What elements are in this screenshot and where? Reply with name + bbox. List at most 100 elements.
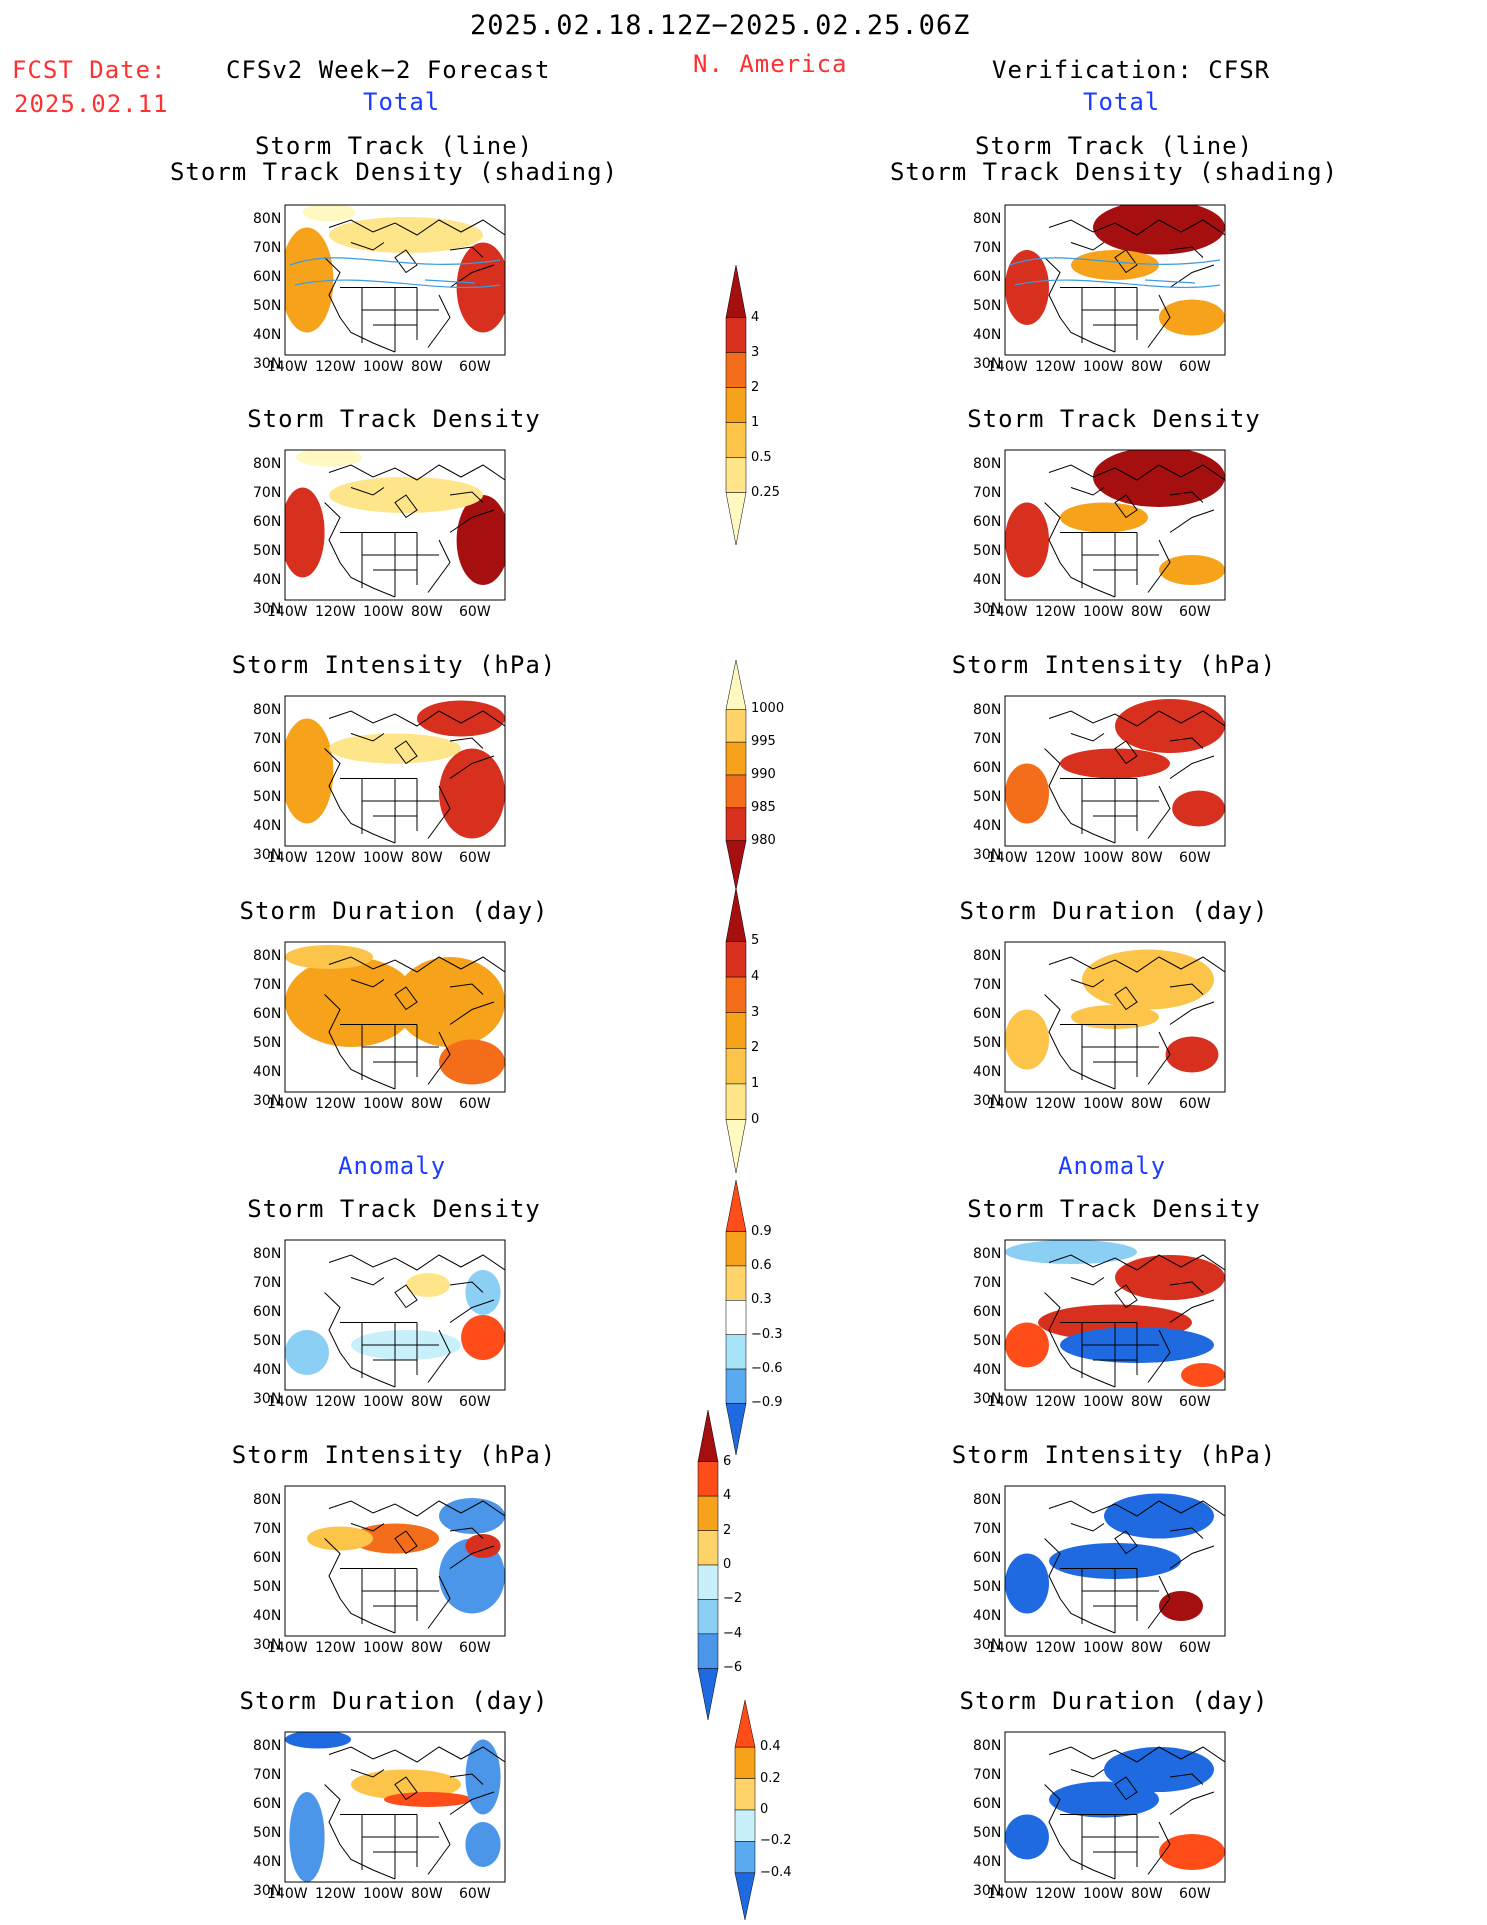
lon-tick-label: 140W xyxy=(987,850,1028,866)
lat-tick-label: 70N xyxy=(973,485,1002,501)
lat-tick-label: 70N xyxy=(973,240,1002,256)
colorbar-tick-label: 2 xyxy=(751,379,760,395)
colorbar-swatch xyxy=(725,1048,747,1085)
anomaly-right-label: Anomaly xyxy=(1058,1152,1167,1180)
shaded-region xyxy=(1005,1322,1049,1368)
lat-tick-label: 70N xyxy=(973,731,1002,747)
colorbar-tick-label: 0 xyxy=(760,1802,769,1817)
lat-tick-label: 80N xyxy=(973,948,1002,964)
shaded-region xyxy=(1005,250,1049,325)
shaded-region xyxy=(1159,1591,1203,1621)
colorbar-tick-label: 985 xyxy=(751,799,776,815)
lon-tick-label: 140W xyxy=(987,1886,1028,1902)
colorbar-swatch xyxy=(725,1300,747,1335)
map-panel: 80N 70N 60N 50N 40N 30N 140W 120W 100W 80W 60W xyxy=(955,449,1226,642)
colorbar-tick-label: −2 xyxy=(723,1591,743,1607)
shaded-region xyxy=(351,1769,461,1800)
colorbar-swatch xyxy=(725,941,747,978)
coastline xyxy=(324,464,505,598)
map-canvas xyxy=(284,449,506,601)
colorbar-intensity: 1000 995 990 985 980 xyxy=(721,659,784,894)
map-panel: 80N 70N 60N 50N 40N 30N 140W 120W 100W 80W 60W xyxy=(955,1731,1226,1924)
title-density-left: Storm Track Density xyxy=(247,405,541,433)
map-canvas xyxy=(284,1485,506,1637)
lon-tick-label: 120W xyxy=(1035,1096,1076,1112)
map-frame xyxy=(284,449,506,601)
lon-tick-label: 60W xyxy=(459,1096,491,1112)
title-intensity-left: Storm Intensity (hPa) xyxy=(231,651,557,679)
shaded-region xyxy=(439,1039,505,1085)
map-canvas xyxy=(1004,695,1226,847)
coastline xyxy=(1044,219,1225,353)
map-frame xyxy=(284,1731,506,1883)
lat-tick-label: 60N xyxy=(973,269,1002,285)
colorbar-tick-label: 0.3 xyxy=(751,1292,772,1308)
colorbar-swatch xyxy=(725,976,747,1013)
lat-tick-label: 70N xyxy=(253,977,282,993)
colorbar-swatch xyxy=(725,1265,747,1301)
colorbar-swatch xyxy=(697,1409,719,1462)
shaded-region xyxy=(1049,1781,1159,1818)
lat-tick-label: 40N xyxy=(253,818,282,834)
lat-tick-label: 60N xyxy=(973,1550,1002,1566)
lon-tick-label: 120W xyxy=(315,1640,356,1656)
lat-tick-label: 80N xyxy=(253,1738,282,1754)
colorbar-tick-label: 2 xyxy=(723,1522,732,1538)
lon-tick-label: 60W xyxy=(459,1640,491,1656)
map-frame xyxy=(1004,695,1226,847)
colorbar-duration: 5 4 3 2 1 0 xyxy=(721,887,761,1177)
shaded-region xyxy=(1005,1814,1049,1860)
lat-tick-label: 60N xyxy=(253,760,282,776)
map-frame xyxy=(284,204,506,356)
lon-tick-label: 140W xyxy=(267,1640,308,1656)
storm-track-line xyxy=(289,257,501,288)
colorbar-swatch xyxy=(734,1872,756,1921)
lat-tick-label: 30N xyxy=(973,1637,1002,1653)
lat-tick-label: 70N xyxy=(253,240,282,256)
map-frame xyxy=(1004,941,1226,1093)
lat-tick-label: 60N xyxy=(973,760,1002,776)
lat-tick-label: 30N xyxy=(973,1391,1002,1407)
shaded-region xyxy=(296,450,362,467)
lon-tick-label: 80W xyxy=(411,1096,443,1112)
colorbar-anom-duration: 0.4 0.2 0 −0.2 −0.4 xyxy=(730,1699,792,1924)
shaded-region xyxy=(406,1273,450,1297)
colorbar-swatch xyxy=(697,1461,719,1497)
coastline xyxy=(324,956,505,1090)
lat-tick-label: 30N xyxy=(973,601,1002,617)
colorbar-tick-label: 3 xyxy=(751,1004,760,1020)
lat-tick-label: 70N xyxy=(253,1767,282,1783)
lat-tick-label: 80N xyxy=(253,211,282,227)
shaded-region xyxy=(1005,502,1049,578)
lon-tick-label: 60W xyxy=(1179,604,1211,620)
total-left-label: Total xyxy=(363,88,441,116)
lon-tick-label: 140W xyxy=(987,1640,1028,1656)
colorbar-tick-label: 6 xyxy=(723,1453,732,1469)
lon-tick-label: 100W xyxy=(363,1394,404,1410)
lon-tick-label: 100W xyxy=(363,1096,404,1112)
lon-tick-label: 120W xyxy=(315,1886,356,1902)
lon-tick-label: 120W xyxy=(315,604,356,620)
shaded-region xyxy=(1172,790,1225,827)
lat-tick-label: 70N xyxy=(973,1521,1002,1537)
map-panel: 80N 70N 60N 50N 40N 30N 140W 120W 100W 80W 60W xyxy=(955,1485,1226,1678)
title-duration-left: Storm Duration (day) xyxy=(239,897,549,925)
colorbar-tick-label: 0.4 xyxy=(760,1739,781,1755)
colorbar-swatch xyxy=(725,659,747,710)
map-frame xyxy=(284,1485,506,1637)
lon-tick-label: 140W xyxy=(267,359,308,375)
colorbar-tick-label: −0.6 xyxy=(751,1361,783,1377)
colorbar-swatch xyxy=(725,1083,747,1120)
lon-tick-label: 140W xyxy=(267,1096,308,1112)
lon-tick-label: 140W xyxy=(267,604,308,620)
lon-tick-label: 120W xyxy=(315,850,356,866)
lat-tick-label: 40N xyxy=(253,1608,282,1624)
colorbar-tick-label: 0 xyxy=(723,1557,732,1572)
colorbar-tick-label: 4 xyxy=(751,309,760,325)
lat-tick-label: 50N xyxy=(973,1333,1002,1349)
anomaly-left-label: Anomaly xyxy=(338,1152,447,1180)
lon-tick-label: 120W xyxy=(1035,850,1076,866)
colorbar-swatch xyxy=(697,1633,719,1669)
lat-tick-label: 30N xyxy=(973,1883,1002,1899)
lat-tick-label: 50N xyxy=(253,789,282,805)
